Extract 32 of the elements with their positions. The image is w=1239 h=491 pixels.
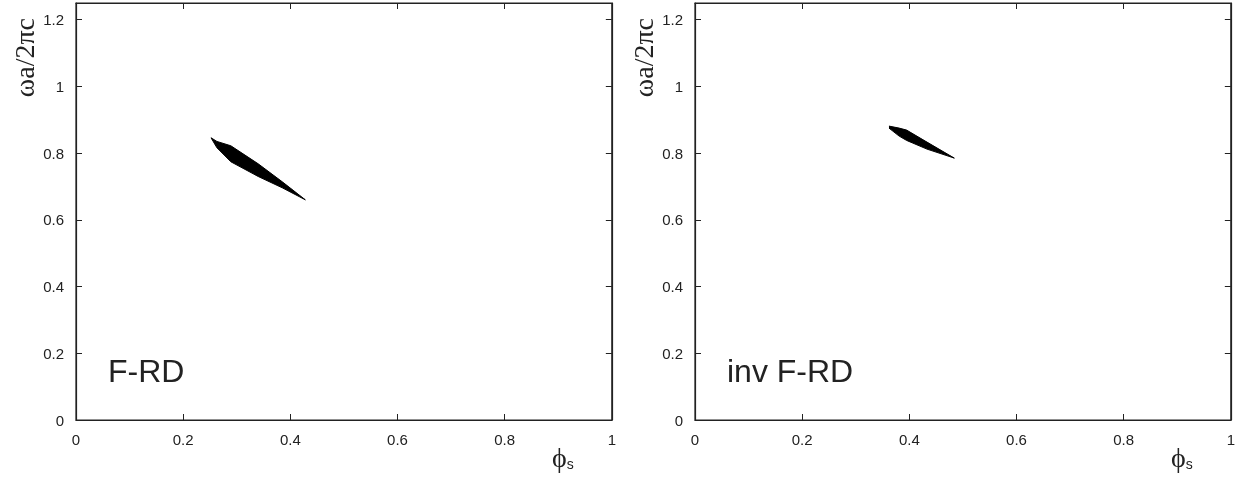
y-tick-label: 0.4 (43, 278, 64, 296)
y-tick-label: 0.2 (662, 344, 683, 362)
x-tick-label: 0 (690, 431, 700, 448)
y-tick-label: 0.8 (43, 144, 64, 162)
y-tick-label: 0.4 (662, 278, 683, 296)
x-tick-label: 1 (607, 431, 616, 448)
annotation: inv F-RD (727, 353, 854, 389)
x-tick-label: 0.8 (494, 431, 516, 448)
y-axis-title: ωa/2πc (8, 18, 40, 98)
y-tick-label: 0.2 (43, 344, 64, 362)
annotation: F-RD (108, 353, 185, 389)
x-tick-label: 0 (71, 431, 81, 448)
x-axis-title: ϕs (552, 441, 574, 473)
x-tick-label: 0.4 (898, 431, 920, 448)
x-tick-label: 0.6 (1006, 431, 1027, 448)
y-tick-label: 0.6 (43, 211, 64, 229)
x-tick-label: 0.2 (791, 431, 813, 448)
y-tick-label: 1 (674, 77, 683, 95)
x-tick-label: 0.2 (172, 431, 194, 448)
x-tick-label: 0.8 (1113, 431, 1135, 448)
y-tick-label: 0.8 (662, 144, 683, 162)
y-axis-title: ωa/2πc (627, 18, 659, 98)
x-tick-label: 1 (1226, 431, 1235, 448)
y-tick-label: 1.2 (662, 11, 683, 29)
y-tick-label: 0 (55, 411, 64, 429)
y-tick-label: 1.2 (43, 11, 64, 29)
y-tick-label: 0 (674, 411, 683, 429)
y-tick-label: 0.6 (662, 211, 683, 229)
x-tick-label: 0.4 (279, 431, 301, 448)
x-axis-title: ϕs (1171, 441, 1193, 473)
y-tick-label: 1 (55, 77, 64, 95)
x-tick-label: 0.6 (387, 431, 408, 448)
